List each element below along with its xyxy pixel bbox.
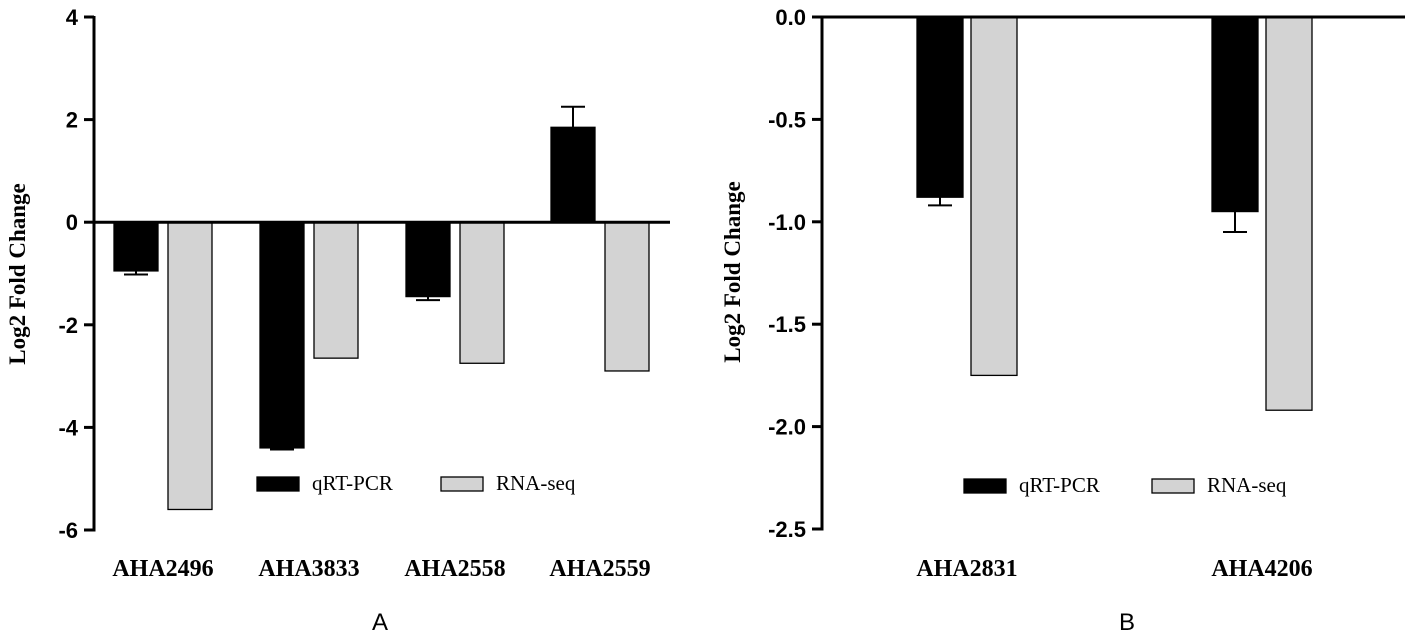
legend-swatch-qrt-pcr: [256, 476, 300, 492]
bar-a-aha2558-rna-seq: [459, 221, 505, 364]
panel-label-b: B: [1119, 609, 1135, 636]
legend-a: qRT-PCR RNA-seq: [256, 471, 576, 495]
y-tick-label-a: -4: [58, 415, 78, 440]
legend-label-qrt-pcr: qRT-PCR: [1019, 473, 1100, 497]
y-tick-label-a: 4: [66, 5, 79, 30]
bar-b-aha2831-rna-seq: [970, 16, 1018, 377]
y-tick-label-a: -2: [58, 313, 78, 338]
y-tick-label-b: -1.5: [768, 312, 806, 337]
y-tick-label-b: -1.0: [768, 210, 806, 235]
bar-a-aha2558-qrt-pcr: [405, 221, 451, 298]
bar-a-aha2559-qrt-pcr: [550, 126, 596, 223]
y-tick-label-b: 0.0: [775, 5, 806, 30]
x-category-label-a: AHA2559: [549, 556, 650, 582]
legend-label-rna-seq: RNA-seq: [1207, 473, 1287, 497]
legend-label-rna-seq: RNA-seq: [496, 471, 576, 495]
bar-b-aha2831-qrt-pcr: [916, 16, 964, 198]
x-category-label-a: AHA2496: [112, 556, 213, 582]
y-tick-label-b: -2.5: [768, 517, 806, 542]
y-tick-label-b: -0.5: [768, 107, 806, 132]
chart-panel-b: 0.0 -0.5 -1.0 -1.5 -2.0 -2.5 Log2 Fold Change A…: [720, 5, 1405, 636]
x-category-label-b: AHA4206: [1211, 556, 1312, 582]
bar-a-aha3833-qrt-pcr: [259, 221, 305, 449]
x-category-label-b: AHA2831: [916, 556, 1017, 582]
x-category-label-a: AHA3833: [258, 556, 359, 582]
legend-b: qRT-PCR RNA-seq: [963, 473, 1287, 497]
y-axis-title-b: Log2 Fold Change: [720, 181, 745, 362]
y-tick-label-a: -6: [58, 518, 78, 543]
chart-panel-a: 4 2 0 -2 -4 -6 Log2 Fold Change AHA2496 AHA3833 A…: [5, 5, 670, 636]
bar-a-aha3833-rna-seq: [313, 221, 359, 359]
legend-label-qrt-pcr: qRT-PCR: [312, 471, 393, 495]
bar-b-aha4206-rna-seq: [1265, 16, 1313, 411]
legend-swatch-rna-seq: [1151, 478, 1195, 494]
y-axis-title-a: Log2 Fold Change: [5, 183, 30, 364]
bar-a-aha2559-rna-seq: [604, 221, 650, 372]
y-tick-label-b: -2.0: [768, 415, 806, 440]
bar-a-aha2496-qrt-pcr: [113, 221, 159, 272]
panel-label-a: A: [372, 609, 388, 636]
x-category-label-a: AHA2558: [404, 556, 505, 582]
legend-swatch-qrt-pcr: [963, 478, 1007, 494]
bar-a-aha2496-rna-seq: [167, 221, 213, 511]
legend-swatch-rna-seq: [440, 476, 484, 492]
bar-b-aha4206-qrt-pcr: [1211, 16, 1259, 213]
y-tick-label-a: 2: [66, 108, 78, 133]
y-tick-label-a: 0: [66, 210, 78, 235]
